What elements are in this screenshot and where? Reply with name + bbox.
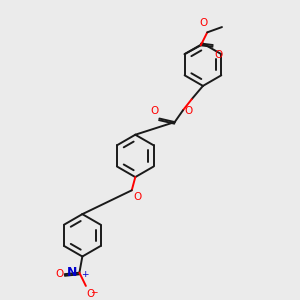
Text: O: O xyxy=(133,192,142,202)
Text: N: N xyxy=(67,266,77,279)
Text: O: O xyxy=(55,269,63,279)
Text: +: + xyxy=(81,270,89,279)
Text: O: O xyxy=(151,106,159,116)
Text: O: O xyxy=(185,106,193,116)
Text: O: O xyxy=(86,289,95,299)
Text: O: O xyxy=(200,18,208,28)
Text: −: − xyxy=(90,287,98,296)
Text: O: O xyxy=(214,50,222,60)
